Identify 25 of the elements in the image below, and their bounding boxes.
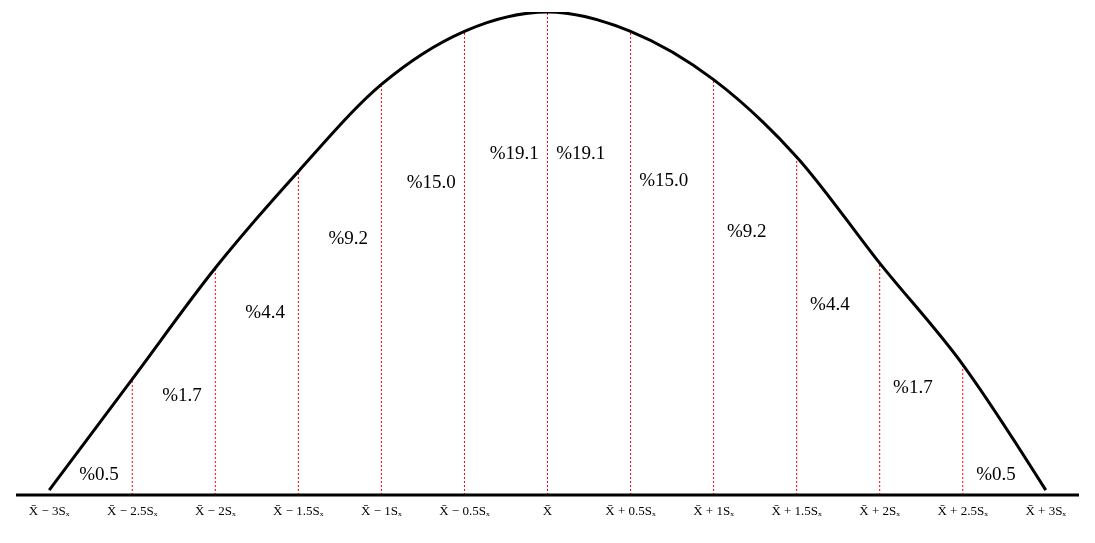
annotation: %1.7	[893, 376, 933, 398]
x-tick-label: X̄ − 1Sₓ	[361, 503, 402, 518]
x-tick-label: X̄ − 2Sₓ	[194, 503, 236, 518]
annotation: %9.2	[328, 227, 368, 249]
x-tick-label: X̄ − 2.5Sₓ	[107, 503, 158, 518]
x-tick-label: X̄ + 0.5Sₓ	[605, 503, 656, 518]
annotation: %4.4	[245, 300, 286, 322]
x-tick-label: X̄	[542, 503, 553, 518]
x-tick-label: X̄ − 0.5Sₓ	[439, 503, 490, 518]
annotation: %1.7	[162, 383, 202, 405]
annotation: %0.5	[976, 463, 1016, 485]
x-tick-label: X̄ − 3Sₓ	[28, 503, 70, 518]
annotation: %0.5	[79, 463, 119, 485]
x-tick-label: X̄ + 1.5Sₓ	[771, 503, 823, 518]
x-tick-label: X̄ + 3Sₓ	[1025, 503, 1067, 518]
annotation: %19.1	[556, 142, 606, 164]
x-tick-label: X̄ + 1Sₓ	[693, 503, 735, 518]
x-tick-label: X̄ + 2.5Sₓ	[937, 503, 989, 518]
annotation: %9.2	[727, 219, 767, 241]
annotation: %19.1	[489, 142, 539, 164]
annotation: %4.4	[810, 293, 851, 315]
annotation: %15.0	[639, 169, 689, 191]
annotation: %15.0	[406, 171, 456, 193]
x-tick-label: X̄ + 2Sₓ	[859, 503, 901, 518]
x-tick-label: X̄ − 1.5Sₓ	[273, 503, 324, 518]
